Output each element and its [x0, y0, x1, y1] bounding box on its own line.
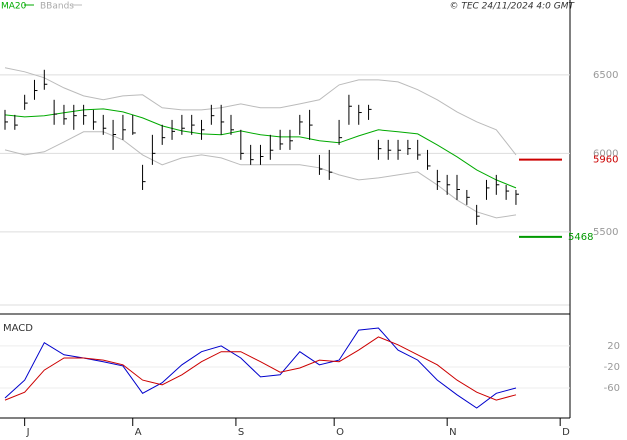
source: © TEC 24/11/2024 4:0 GMT — [449, 2, 575, 12]
y-tick-label: -20 — [604, 362, 620, 373]
y-tick-label: 20 — [607, 341, 620, 352]
y-tick-label: 6500 — [593, 70, 618, 81]
legend-bands: BBands — [40, 2, 74, 12]
x-tick-label: O — [336, 427, 344, 438]
x-tick-label: D — [562, 427, 570, 438]
macd-line — [4, 327, 517, 409]
x-tick-label: A — [135, 427, 142, 438]
level-label: 5468 — [568, 232, 593, 243]
y-tick-label: -60 — [604, 383, 620, 394]
y-tick-label: 5500 — [593, 227, 618, 238]
macd-title: MACD — [3, 323, 33, 334]
ma-line — [4, 108, 517, 189]
legend-ma: MA20 — [1, 2, 27, 12]
level-label: 5960 — [593, 155, 618, 166]
macd-line — [4, 336, 517, 401]
band-upper — [4, 67, 517, 156]
x-tick-label: N — [449, 427, 456, 438]
x-tick-label: S — [238, 427, 244, 438]
y-tick-label: 6000 — [593, 148, 618, 159]
x-tick-label: J — [26, 427, 30, 438]
